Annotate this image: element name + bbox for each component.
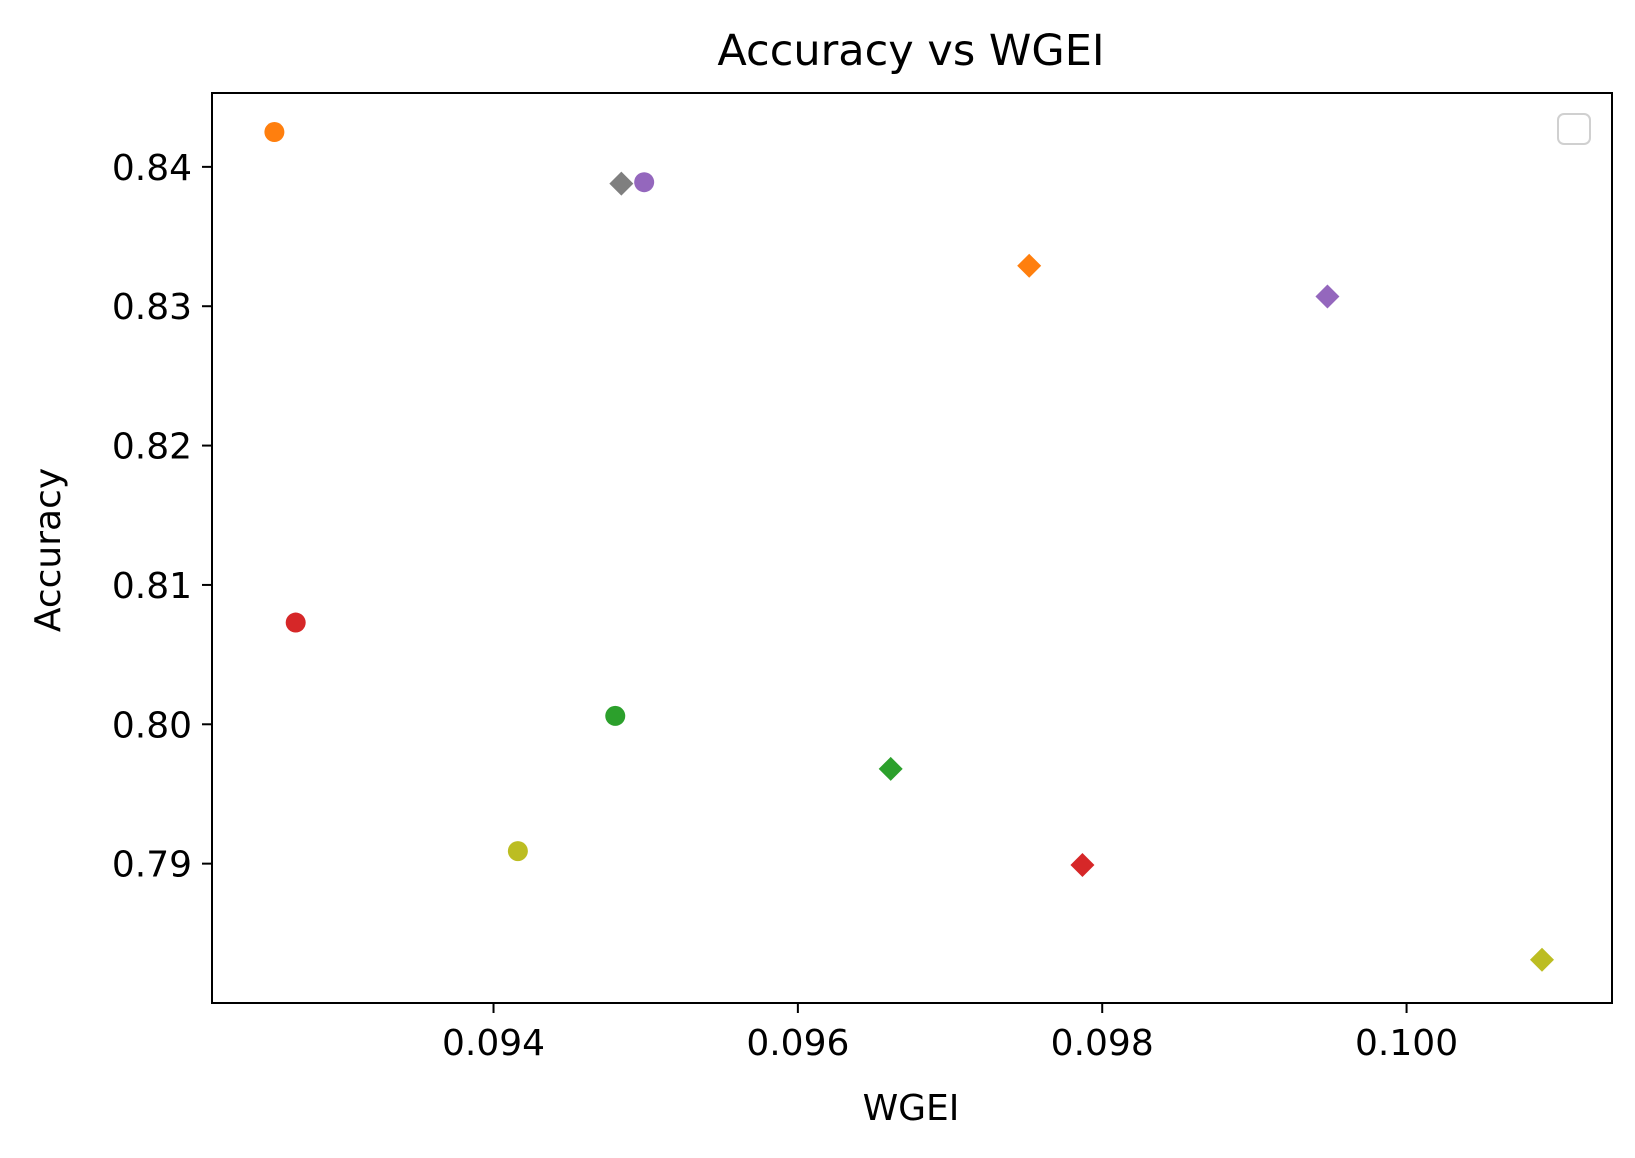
y-tick-label: 0.79 [112,845,192,886]
y-tick-label: 0.83 [112,287,192,328]
data-point-diamond [878,756,903,781]
data-point-diamond [1315,284,1340,309]
axes-frame [211,92,1613,1004]
data-point-circle [605,705,626,726]
legend-box [1557,113,1591,145]
y-tick-label: 0.81 [112,566,192,607]
plot-area: 0.094 0.096 0.098 0.100 0.79 0.80 0.81 0.82 0.83… [112,92,1613,1064]
x-tick-label: 0.100 [1355,1023,1458,1064]
data-point-circle [264,122,285,143]
y-tick-label: 0.80 [112,705,192,746]
data-point-diamond [1530,947,1554,972]
data-point-diamond [1017,253,1042,278]
data-point-circle [285,612,306,633]
x-tick-label: 0.098 [1051,1023,1154,1064]
y-tick-label: 0.82 [112,427,192,468]
data-point-circle [634,172,655,193]
y-axis-label: Accuracy [28,468,69,632]
y-tick-label: 0.84 [112,148,192,189]
data-point-circle [507,841,528,862]
data-point-diamond [1070,853,1095,878]
x-tick-label: 0.096 [746,1023,849,1064]
x-axis-label: WGEI [863,1088,960,1129]
chart-title: Accuracy vs WGEI [717,26,1104,76]
x-tick-label: 0.094 [442,1023,545,1064]
data-point-diamond [609,171,634,196]
